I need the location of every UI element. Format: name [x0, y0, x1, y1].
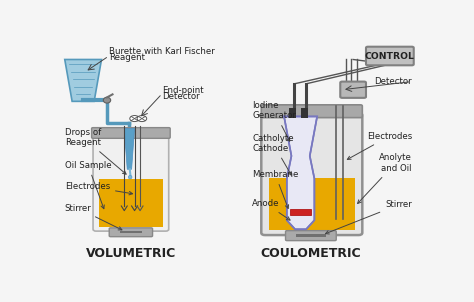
Text: VOLUMETRIC: VOLUMETRIC	[86, 247, 176, 260]
FancyBboxPatch shape	[261, 113, 362, 235]
Polygon shape	[65, 59, 101, 101]
Polygon shape	[284, 117, 317, 229]
Bar	[120, 231, 142, 233]
Text: Detector: Detector	[162, 92, 200, 101]
Bar	[289, 108, 296, 117]
Text: Membrane: Membrane	[252, 170, 299, 208]
Text: Detector: Detector	[374, 77, 412, 86]
Bar	[99, 179, 163, 227]
Text: Burette with Karl Fischer: Burette with Karl Fischer	[109, 47, 215, 56]
Text: Iodine
Generator: Iodine Generator	[252, 101, 296, 141]
Polygon shape	[124, 129, 135, 169]
Text: Anolyte
and Oil: Anolyte and Oil	[357, 153, 412, 204]
Ellipse shape	[103, 97, 111, 103]
FancyBboxPatch shape	[93, 134, 169, 231]
Text: Stirrer: Stirrer	[65, 204, 122, 230]
Text: Reagent: Reagent	[109, 53, 145, 62]
Text: Anode: Anode	[252, 199, 290, 220]
Bar	[269, 178, 355, 230]
Text: Electrodes: Electrodes	[347, 132, 412, 159]
FancyBboxPatch shape	[285, 231, 336, 241]
FancyBboxPatch shape	[109, 228, 153, 237]
Text: Electrodes: Electrodes	[65, 182, 133, 195]
Circle shape	[137, 116, 146, 122]
FancyBboxPatch shape	[366, 47, 414, 65]
Text: Drops of
Reagent: Drops of Reagent	[65, 128, 126, 174]
Text: Stirrer: Stirrer	[326, 200, 412, 234]
Bar	[290, 210, 311, 215]
FancyBboxPatch shape	[91, 128, 170, 138]
FancyBboxPatch shape	[340, 82, 366, 98]
FancyBboxPatch shape	[261, 105, 362, 117]
Circle shape	[130, 116, 139, 122]
Ellipse shape	[128, 175, 132, 179]
Text: COULOMETRIC: COULOMETRIC	[261, 247, 361, 260]
Bar	[296, 234, 326, 237]
Text: Catholyte
Cathode: Catholyte Cathode	[252, 133, 294, 175]
Bar	[301, 108, 308, 117]
Text: CONTROL: CONTROL	[365, 52, 415, 60]
Text: End-point: End-point	[162, 86, 204, 95]
Text: Oil Sample: Oil Sample	[65, 161, 111, 209]
